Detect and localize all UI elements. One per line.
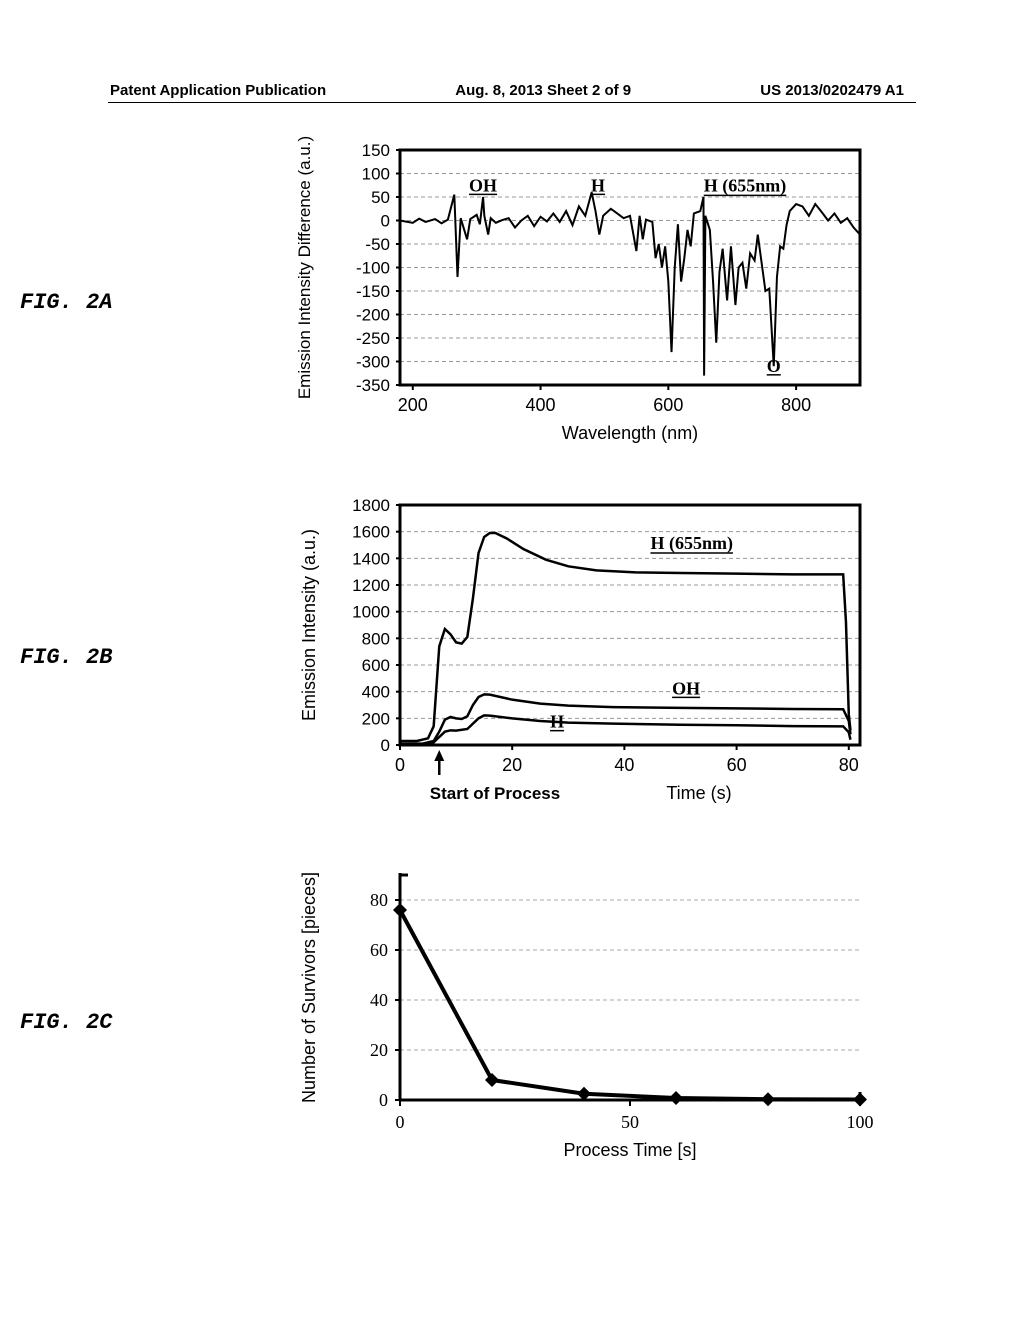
svg-text:-350: -350 bbox=[356, 376, 390, 395]
svg-text:40: 40 bbox=[614, 755, 634, 775]
chart-2b: 1800 1600 1400 1200 1000 800 600 400 200 00 20 40 60… bbox=[110, 490, 910, 840]
svg-text:-300: -300 bbox=[356, 353, 390, 372]
svg-text:600: 600 bbox=[362, 656, 390, 675]
svg-text:80: 80 bbox=[370, 890, 388, 910]
svg-text:H (655nm): H (655nm) bbox=[704, 175, 787, 196]
svg-text:0: 0 bbox=[381, 736, 390, 755]
svg-text:400: 400 bbox=[526, 395, 556, 415]
svg-text:-200: -200 bbox=[356, 306, 390, 325]
svg-text:H: H bbox=[591, 175, 605, 195]
svg-text:OH: OH bbox=[672, 678, 700, 698]
svg-text:1200: 1200 bbox=[352, 576, 390, 595]
svg-text:80: 80 bbox=[839, 755, 859, 775]
figure-label-2b: FIG. 2B bbox=[20, 645, 112, 670]
chart-2a-svg: 150 100 50 0 -50 -100 -150 -200 -250 -300 -350 200 4… bbox=[110, 135, 910, 475]
svg-text:-250: -250 bbox=[356, 329, 390, 348]
svg-text:OH: OH bbox=[469, 175, 497, 195]
svg-text:100: 100 bbox=[362, 165, 390, 184]
svg-text:-100: -100 bbox=[356, 259, 390, 278]
header-center: Aug. 8, 2013 Sheet 2 of 9 bbox=[455, 82, 631, 99]
svg-text:600: 600 bbox=[653, 395, 683, 415]
svg-text:Process Time [s]: Process Time [s] bbox=[563, 1140, 696, 1160]
svg-text:40: 40 bbox=[370, 990, 388, 1010]
svg-text:-50: -50 bbox=[365, 235, 390, 254]
chart-2c: 80 60 40 20 00 50 100 Process Time [s] Number of… bbox=[110, 860, 910, 1190]
svg-text:60: 60 bbox=[727, 755, 747, 775]
chart-2a: 150 100 50 0 -50 -100 -150 -200 -250 -300 -350 200 4… bbox=[110, 135, 910, 475]
svg-text:1400: 1400 bbox=[352, 549, 390, 568]
svg-text:1000: 1000 bbox=[352, 603, 390, 622]
figure-label-2c: FIG. 2C bbox=[20, 1010, 112, 1035]
svg-text:20: 20 bbox=[370, 1040, 388, 1060]
svg-text:Number of Survivors [pieces]: Number of Survivors [pieces] bbox=[299, 872, 319, 1103]
svg-text:150: 150 bbox=[362, 141, 390, 160]
header-right: US 2013/0202479 A1 bbox=[760, 82, 904, 99]
svg-text:1600: 1600 bbox=[352, 523, 390, 542]
svg-text:Emission Intensity Difference: Emission Intensity Difference (a.u.) bbox=[295, 136, 314, 399]
svg-text:0: 0 bbox=[381, 212, 390, 231]
svg-text:800: 800 bbox=[362, 629, 390, 648]
svg-text:0: 0 bbox=[379, 1090, 388, 1110]
page-header: Patent Application Publication Aug. 8, 2… bbox=[0, 82, 1024, 99]
page: Patent Application Publication Aug. 8, 2… bbox=[0, 0, 1024, 1320]
figure-label-2a: FIG. 2A bbox=[20, 290, 112, 315]
svg-text:O: O bbox=[767, 356, 781, 376]
svg-text:200: 200 bbox=[398, 395, 428, 415]
svg-text:200: 200 bbox=[362, 709, 390, 728]
svg-text:-150: -150 bbox=[356, 282, 390, 301]
svg-text:0: 0 bbox=[396, 1112, 405, 1132]
svg-text:H: H bbox=[550, 712, 564, 732]
svg-text:Wavelength (nm): Wavelength (nm) bbox=[562, 423, 698, 443]
svg-text:800: 800 bbox=[781, 395, 811, 415]
svg-text:50: 50 bbox=[621, 1112, 639, 1132]
chart-2c-svg: 80 60 40 20 00 50 100 Process Time [s] Number of… bbox=[110, 860, 910, 1190]
chart-2b-svg: 1800 1600 1400 1200 1000 800 600 400 200 00 20 40 60… bbox=[110, 490, 910, 840]
svg-text:Emission Intensity (a.u.): Emission Intensity (a.u.) bbox=[299, 529, 319, 721]
svg-text:H (655nm): H (655nm) bbox=[650, 533, 733, 554]
svg-text:400: 400 bbox=[362, 683, 390, 702]
svg-text:Start of Process: Start of Process bbox=[430, 784, 560, 803]
svg-text:60: 60 bbox=[370, 940, 388, 960]
header-left: Patent Application Publication bbox=[110, 82, 326, 99]
header-rule bbox=[108, 102, 916, 103]
svg-text:100: 100 bbox=[847, 1112, 874, 1132]
svg-text:Time (s): Time (s) bbox=[666, 783, 731, 803]
svg-text:1800: 1800 bbox=[352, 496, 390, 515]
svg-text:20: 20 bbox=[502, 755, 522, 775]
svg-text:0: 0 bbox=[395, 755, 405, 775]
svg-text:50: 50 bbox=[371, 188, 390, 207]
